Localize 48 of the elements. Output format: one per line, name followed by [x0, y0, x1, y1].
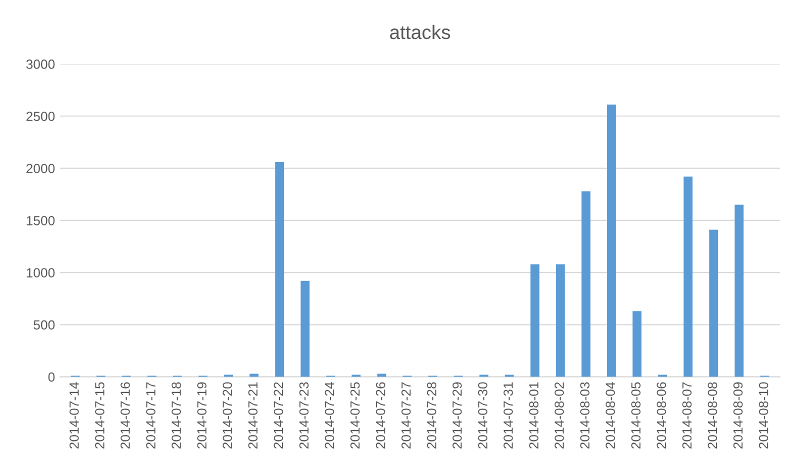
x-tick-label: 2014-07-25	[350, 382, 360, 449]
x-tick-label: 2014-07-22	[274, 382, 284, 449]
y-tick-label: 500	[34, 320, 55, 330]
y-tick-label: 2500	[26, 112, 55, 122]
x-tick-label: 2014-07-20	[222, 382, 232, 449]
x-tick-label: 2014-08-08	[708, 382, 718, 449]
x-tick-label: 2014-07-18	[172, 382, 181, 449]
y-tick-label: 1500	[26, 216, 55, 226]
x-tick-label: 2014-07-21	[248, 382, 258, 449]
bar	[250, 374, 259, 377]
x-tick-label: 2014-07-24	[324, 382, 334, 449]
x-tick-label: 2014-07-27	[401, 382, 411, 449]
bar	[556, 264, 565, 377]
bar	[607, 104, 616, 377]
x-tick-label: 2014-07-16	[120, 382, 130, 449]
x-tick-label: 2014-08-06	[656, 382, 666, 449]
bar	[709, 230, 718, 377]
x-tick-label: 2014-07-30	[478, 382, 488, 449]
bar	[581, 191, 590, 377]
y-tick-label: 2000	[26, 164, 55, 174]
x-tick-label: 2014-07-23	[299, 382, 309, 449]
x-tick-label: 2014-07-14	[70, 382, 79, 449]
x-tick-label: 2014-08-10	[758, 382, 768, 449]
bar	[377, 374, 386, 377]
x-tick-label: 2014-08-05	[631, 382, 641, 449]
x-tick-label: 2014-08-07	[682, 382, 692, 449]
bar	[275, 162, 284, 377]
x-tick-label: 2014-07-29	[452, 382, 462, 449]
x-tick-label: 2014-07-31	[504, 382, 513, 449]
bar	[530, 264, 540, 377]
y-tick-label: 1000	[26, 268, 55, 278]
x-tick-label: 2014-08-01	[529, 382, 538, 449]
x-tick-label: 2014-07-15	[95, 382, 104, 449]
x-tick-label: 2014-08-02	[554, 382, 564, 449]
bar	[684, 176, 693, 377]
x-tick-label: 2014-08-03	[580, 382, 590, 449]
y-tick-label: 0	[48, 372, 55, 382]
bar	[300, 280, 310, 377]
x-tick-label: 2014-07-17	[146, 382, 156, 449]
x-tick-label: 2014-07-26	[376, 382, 386, 449]
x-tick-label: 2014-08-04	[606, 382, 616, 449]
bar	[632, 311, 642, 377]
x-tick-label: 2014-07-19	[197, 382, 207, 449]
chart-title: attacks	[390, 24, 450, 40]
bar	[734, 204, 744, 377]
x-tick-label: 2014-07-28	[426, 382, 436, 449]
y-tick-label: 3000	[26, 60, 55, 69]
x-tick-label: 2014-08-09	[733, 382, 743, 449]
